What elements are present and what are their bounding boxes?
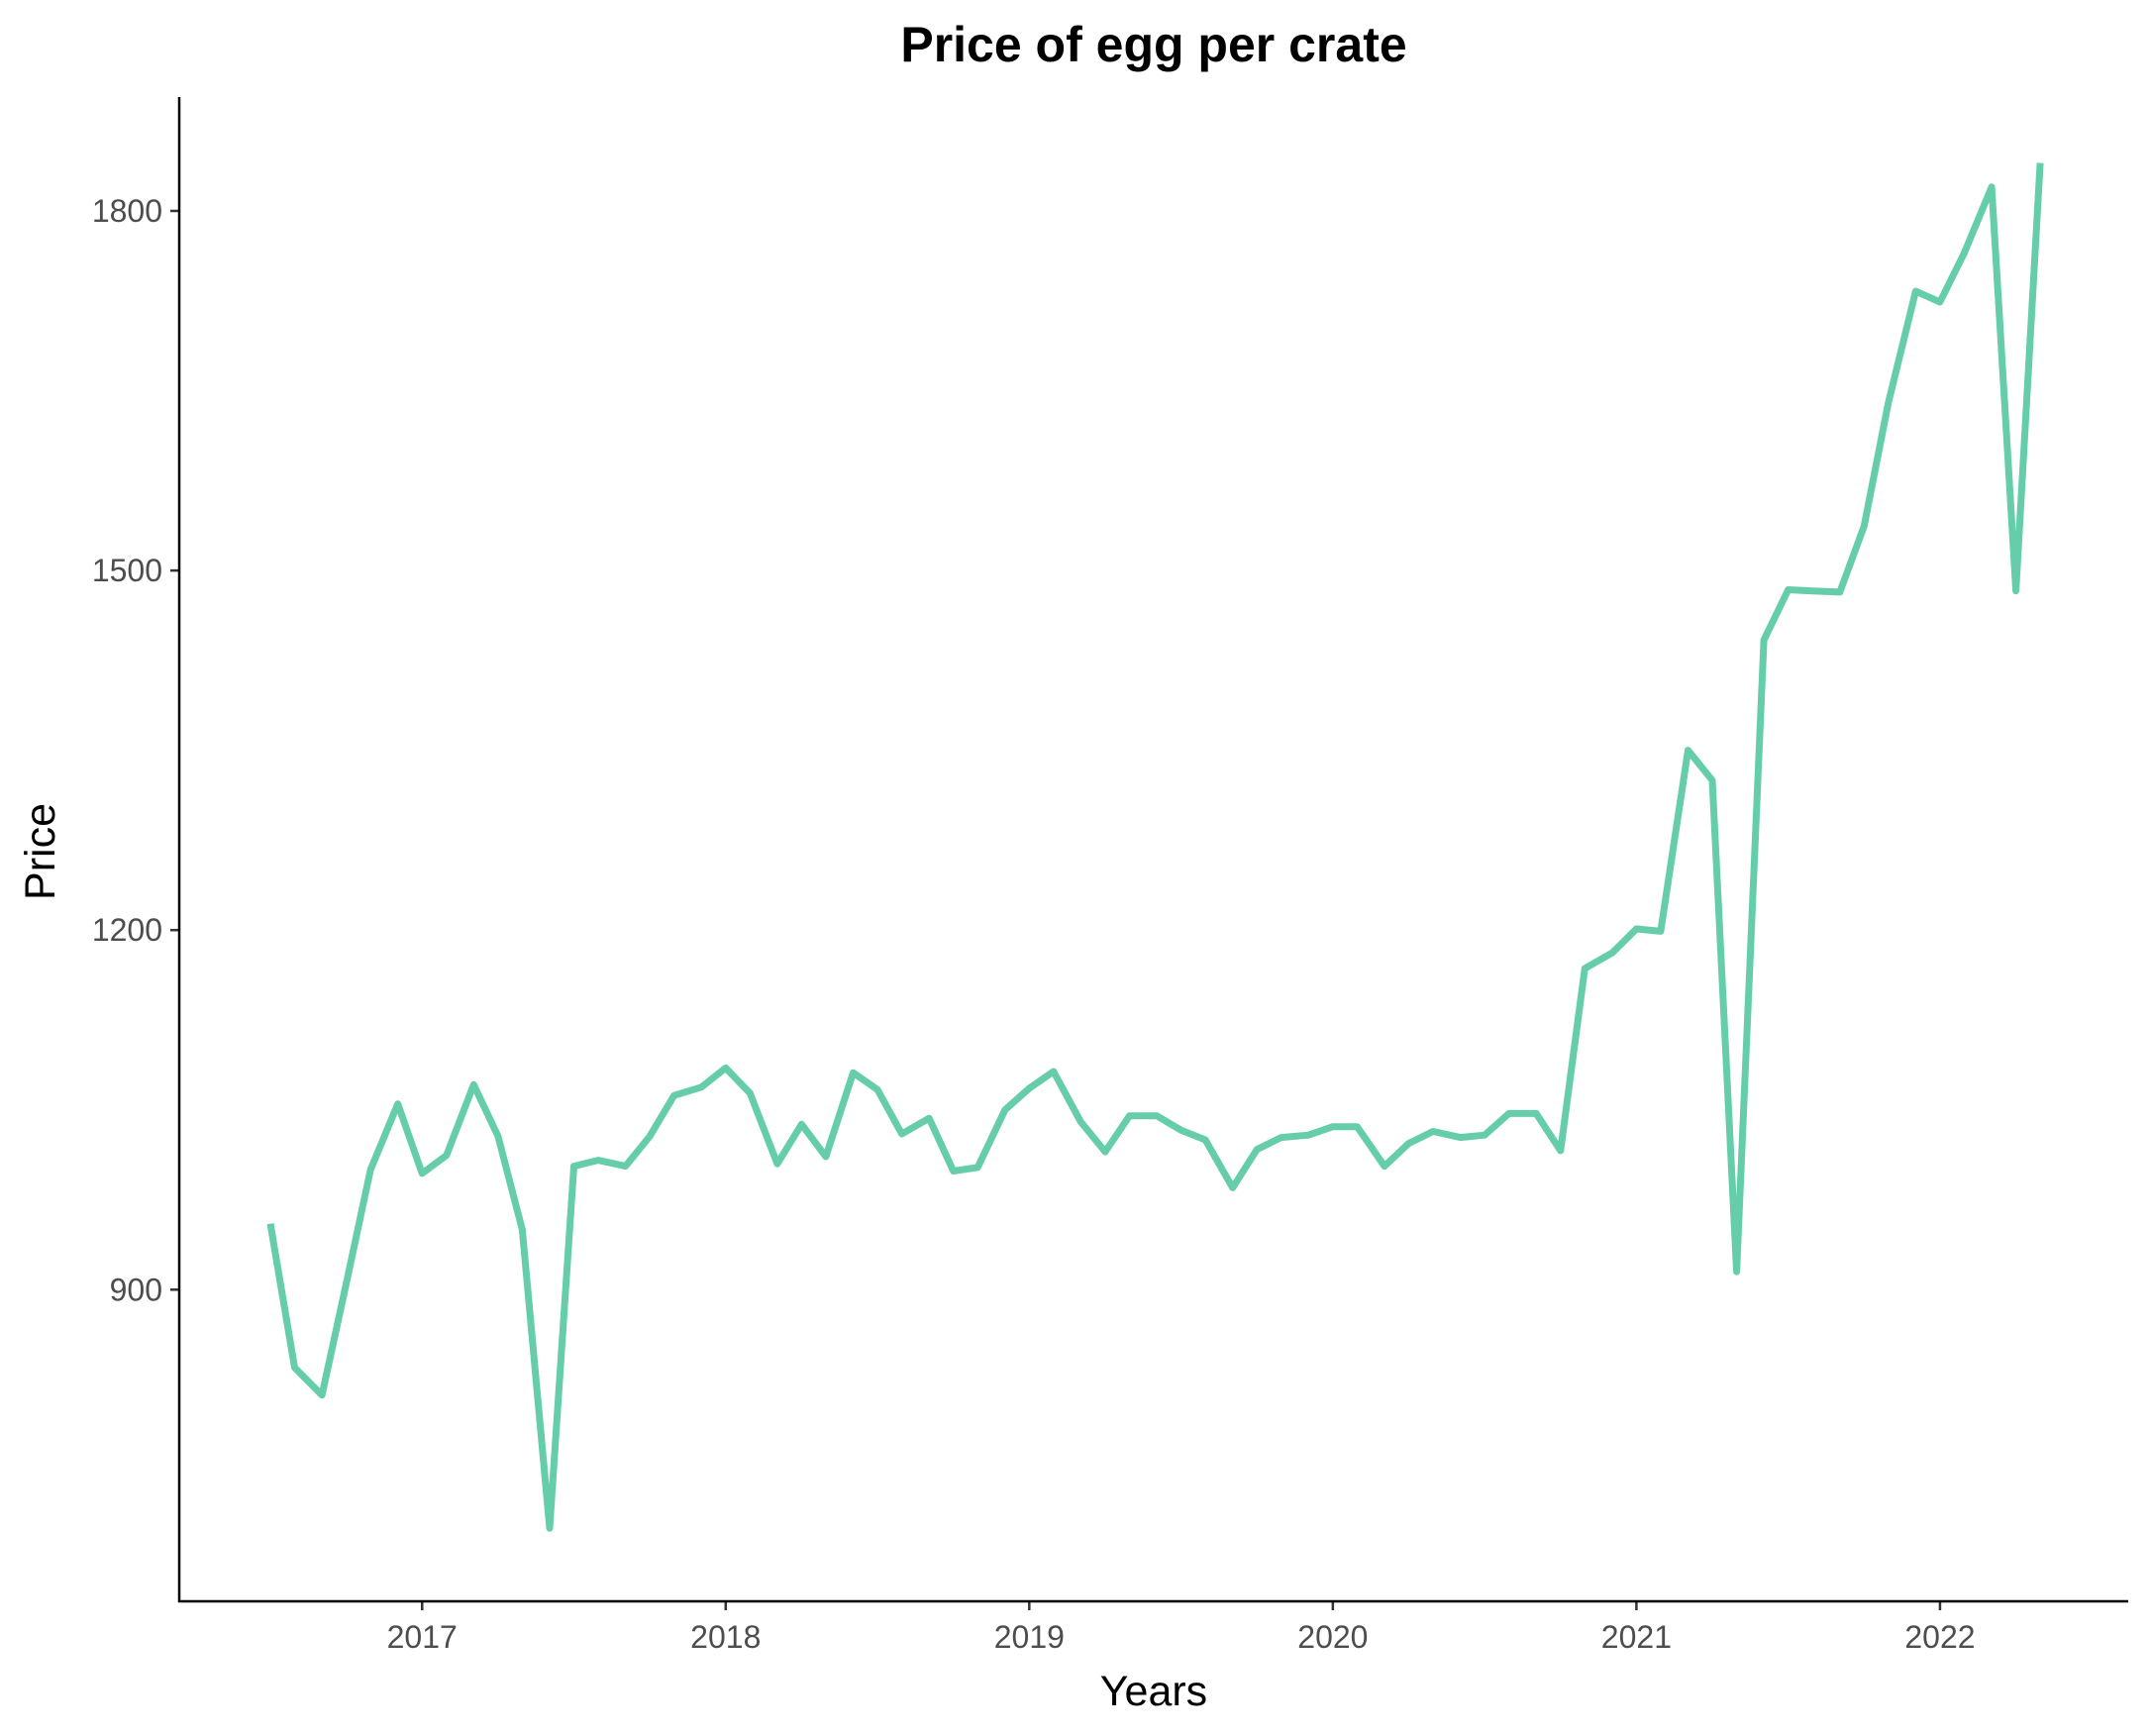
y-tick-label: 1200 bbox=[92, 912, 162, 948]
series-line bbox=[266, 162, 2044, 1532]
x-tick-label: 2020 bbox=[1297, 1619, 1368, 1655]
y-tick-label: 900 bbox=[110, 1272, 162, 1307]
y-axis-title: Price bbox=[17, 803, 64, 900]
y-axis-ticks: 900 1200 1500 1800 bbox=[92, 193, 179, 1307]
x-axis-ticks: 2017 2018 2019 2020 2021 2022 bbox=[387, 1601, 1976, 1655]
x-tick-label: 2018 bbox=[690, 1619, 761, 1655]
chart-title: Price of egg per crate bbox=[900, 17, 1406, 72]
x-axis-title: Years bbox=[1100, 1668, 1207, 1715]
x-tick-label: 2021 bbox=[1601, 1619, 1672, 1655]
y-tick-label: 1800 bbox=[92, 193, 162, 229]
y-tick-label: 1500 bbox=[92, 553, 162, 588]
x-tick-label: 2022 bbox=[1904, 1619, 1975, 1655]
x-tick-label: 2017 bbox=[387, 1619, 458, 1655]
x-tick-label: 2019 bbox=[994, 1619, 1065, 1655]
plot-panel-border bbox=[177, 97, 2128, 1603]
